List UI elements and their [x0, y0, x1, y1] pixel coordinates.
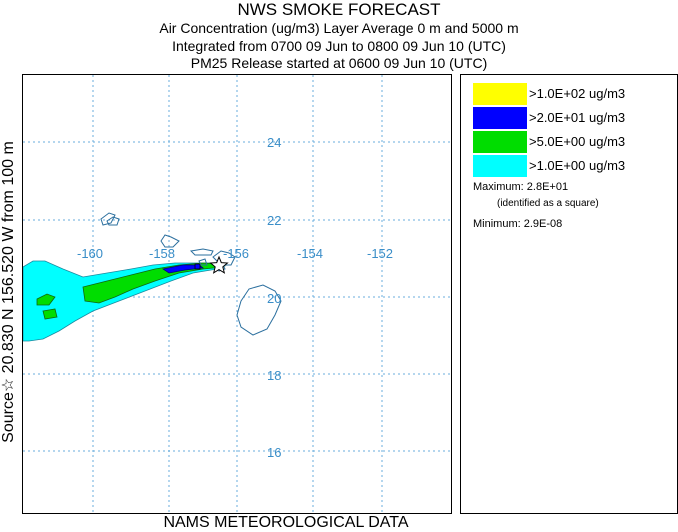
legend-item-2: >2.0E+01 ug/m3 [473, 107, 673, 129]
source-location-label: Source☆ 20.830 N 156.520 W from 100 m [0, 141, 17, 443]
meteorological-data-label: NAMS METEOROLOGICAL DATA [163, 514, 409, 531]
legend-label: >1.0E+00 ug/m3 [529, 158, 626, 173]
coast-molokai [189, 248, 214, 256]
lon-label-158: -158 [149, 246, 175, 261]
legend-swatch-cyan [473, 155, 527, 177]
smoke-plume [23, 260, 226, 342]
maximum-value: Maximum: 2.8E+01 [473, 181, 569, 193]
coast-niihau [100, 212, 116, 226]
legend-label: >1.0E+02 ug/m3 [529, 86, 626, 101]
integration-period-line: Integrated from 0700 09 Jun to 0800 09 J… [172, 38, 506, 54]
plume-contour-cyan [23, 260, 226, 342]
legend-swatch-yellow [473, 83, 527, 105]
legend-swatch-blue [473, 107, 527, 129]
coast-kauai [106, 216, 120, 226]
lat-label-18: 18 [267, 368, 281, 383]
legend-item-1: >1.0E+02 ug/m3 [473, 83, 673, 105]
legend-label: >2.0E+01 ug/m3 [529, 110, 626, 125]
smoke-map: -160 -158 -156 -154 -152 24 22 20 18 16 [23, 75, 451, 513]
legend-swatch-green [473, 131, 527, 153]
plume-contour-blue [161, 264, 205, 274]
lat-label-24: 24 [267, 135, 281, 150]
legend-item-4: >1.0E+00 ug/m3 [473, 155, 673, 177]
lon-label-154: -154 [297, 246, 323, 261]
map-panel: -160 -158 -156 -154 -152 24 22 20 18 16 [22, 74, 452, 514]
star-icon [209, 255, 229, 274]
lon-label-152: -152 [367, 246, 393, 261]
concentration-layer-line: Air Concentration (ug/m3) Layer Average … [159, 20, 519, 36]
legend-item-3: >5.0E+00 ug/m3 [473, 131, 673, 153]
legend-label: >5.0E+00 ug/m3 [529, 134, 626, 149]
lat-label-20: 20 [267, 291, 281, 306]
forecast-title: NWS SMOKE FORECAST [237, 0, 441, 19]
lat-label-22: 22 [267, 213, 281, 228]
minimum-value: Minimum: 2.9E-08 [473, 218, 563, 230]
maximum-square-marker [194, 263, 201, 270]
plume-contour-green-west [36, 293, 56, 306]
plume-contour-green-south [42, 308, 58, 320]
coast-oahu [160, 234, 180, 248]
coast-big-island [236, 284, 282, 336]
lon-label-156: -156 [223, 246, 249, 261]
plume-contour-green [82, 262, 224, 304]
maximum-note: (identified as a square) [497, 198, 599, 209]
coast-lanai [198, 258, 208, 266]
lon-label-160: -160 [77, 246, 103, 261]
release-start-line: PM25 Release started at 0600 09 Jun 10 (… [190, 55, 488, 71]
lat-label-16: 16 [267, 445, 281, 460]
legend-panel: >1.0E+02 ug/m3 >2.0E+01 ug/m3 >5.0E+00 u… [460, 74, 678, 514]
